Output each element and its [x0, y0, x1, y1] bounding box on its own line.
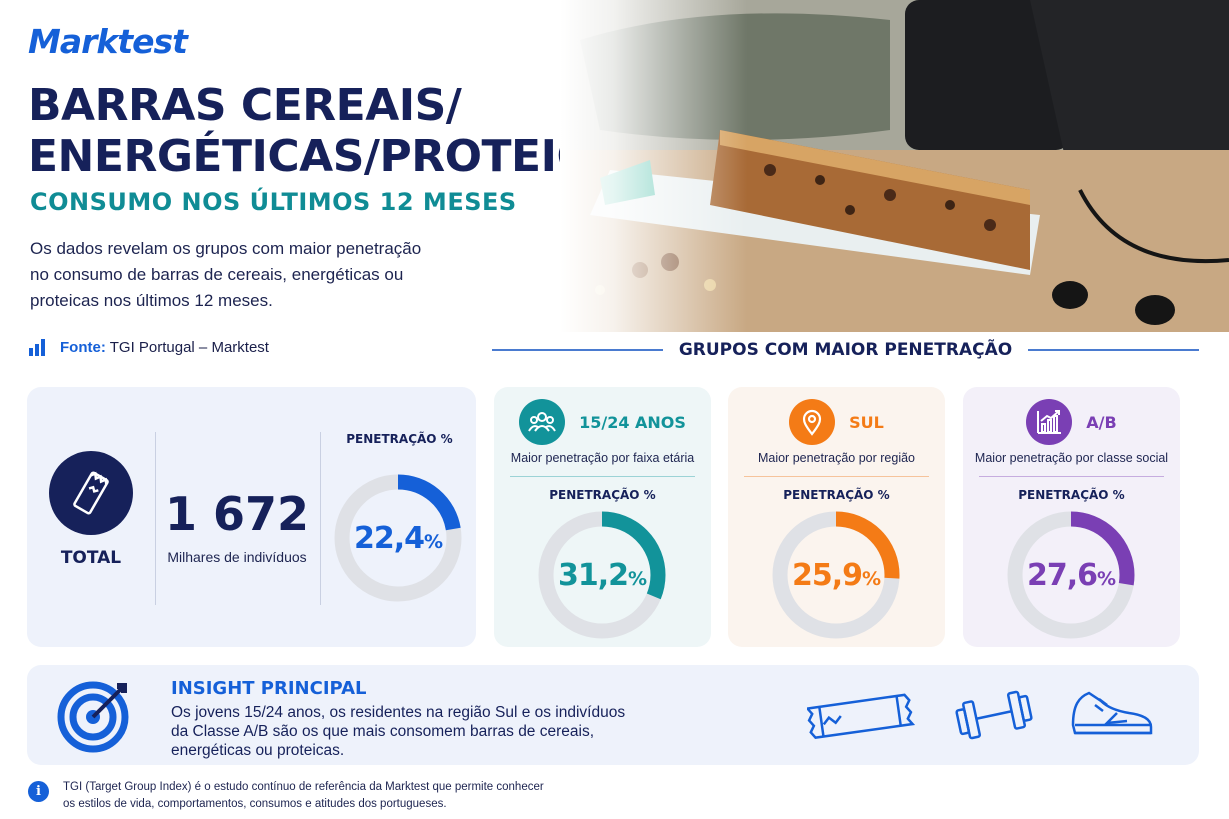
bar-chart-icon [29, 339, 45, 356]
marktest-logo: Marktest [28, 22, 188, 61]
total-penetration-donut [334, 474, 462, 602]
source-label: Fonte: [60, 338, 106, 356]
section-divider-left [492, 349, 663, 351]
location-pin-icon [789, 399, 836, 445]
group-description: Maior penetração por faixa etária [510, 451, 695, 465]
title-line-2: ENERGÉTICAS/PROTEICAS [28, 131, 654, 182]
group-penetration-value: 27,6% [1026, 558, 1116, 593]
footnote-line-2: os estilos de vida, comportamentos, cons… [63, 798, 447, 810]
group-card-age: 15/24 ANOS Maior penetração por faixa et… [494, 387, 711, 647]
cereal-bar-icon [49, 451, 133, 535]
total-number-caption: Milhares de indivíduos [167, 549, 307, 565]
title-line-1: BARRAS CEREAIS/ [28, 80, 462, 131]
page-title: BARRAS CEREAIS/ ENERGÉTICAS/PROTEICAS [28, 80, 654, 182]
donut-arc [538, 511, 666, 639]
group-description: Maior penetração por região [757, 451, 916, 465]
group-name: 15/24 ANOS [579, 412, 686, 432]
intro-text: Os dados revelam os grupos com maior pen… [30, 239, 422, 310]
group-name: SUL [849, 412, 884, 432]
donut-arc [772, 511, 900, 639]
bar-icon [807, 693, 916, 740]
divider [979, 476, 1164, 477]
section-title-text: GRUPOS COM MAIOR PENETRAÇÃO [678, 340, 1013, 360]
total-number: 1 672 [164, 487, 310, 541]
target-icon [57, 681, 129, 753]
group-penetration-donut [538, 511, 666, 639]
source-value: TGI Portugal – Marktest [109, 338, 269, 356]
growth-chart-icon [1026, 399, 1073, 445]
insight-text: Os jovens 15/24 anos, os residentes na r… [171, 704, 626, 759]
total-card: TOTAL 1 672 Milhares de indivíduos PENET… [27, 387, 476, 647]
penetration-label: PENETRAÇÃO % [783, 488, 890, 502]
penetration-label: PENETRAÇÃO % [346, 432, 453, 446]
group-penetration-value: 31,2% [557, 558, 647, 593]
section-divider-right [1028, 349, 1200, 351]
divider [744, 476, 929, 477]
group-card-class: A/B Maior penetração por classe social P… [963, 387, 1180, 647]
hero-photo [560, 0, 1229, 332]
dumbbell-icon [955, 690, 1033, 740]
info-icon: i [28, 781, 49, 802]
page-subtitle: CONSUMO NOS ÚLTIMOS 12 MESES [30, 188, 517, 216]
group-penetration-donut [1007, 511, 1135, 639]
sneaker-icon [1071, 691, 1153, 735]
group-card-region: SUL Maior penetração por região PENETRAÇ… [728, 387, 945, 647]
insight-title: INSIGHT PRINCIPAL [171, 678, 367, 699]
source-line: Fonte: TGI Portugal – Marktest [28, 338, 269, 356]
group-name: A/B [1086, 412, 1117, 432]
divider [155, 432, 156, 605]
footnote: i TGI (Target Group Index) é o estudo co… [28, 779, 544, 813]
people-group-icon [519, 399, 566, 445]
total-penetration-value: 22,4% [353, 521, 443, 556]
total-label: TOTAL [60, 548, 122, 568]
group-description: Maior penetração por classe social [974, 451, 1169, 465]
penetration-label: PENETRAÇÃO % [549, 488, 656, 502]
divider [320, 432, 321, 605]
group-penetration-value: 25,9% [791, 558, 881, 593]
footnote-line-1: TGI (Target Group Index) é o estudo cont… [63, 781, 544, 793]
section-title: GRUPOS COM MAIOR PENETRAÇÃO [492, 340, 1200, 360]
insight-panel: INSIGHT PRINCIPAL Os jovens 15/24 anos, … [27, 665, 1199, 765]
penetration-label: PENETRAÇÃO % [1018, 488, 1125, 502]
donut-arc [334, 474, 462, 602]
donut-arc [1007, 511, 1135, 639]
group-penetration-donut [772, 511, 900, 639]
divider [510, 476, 695, 477]
